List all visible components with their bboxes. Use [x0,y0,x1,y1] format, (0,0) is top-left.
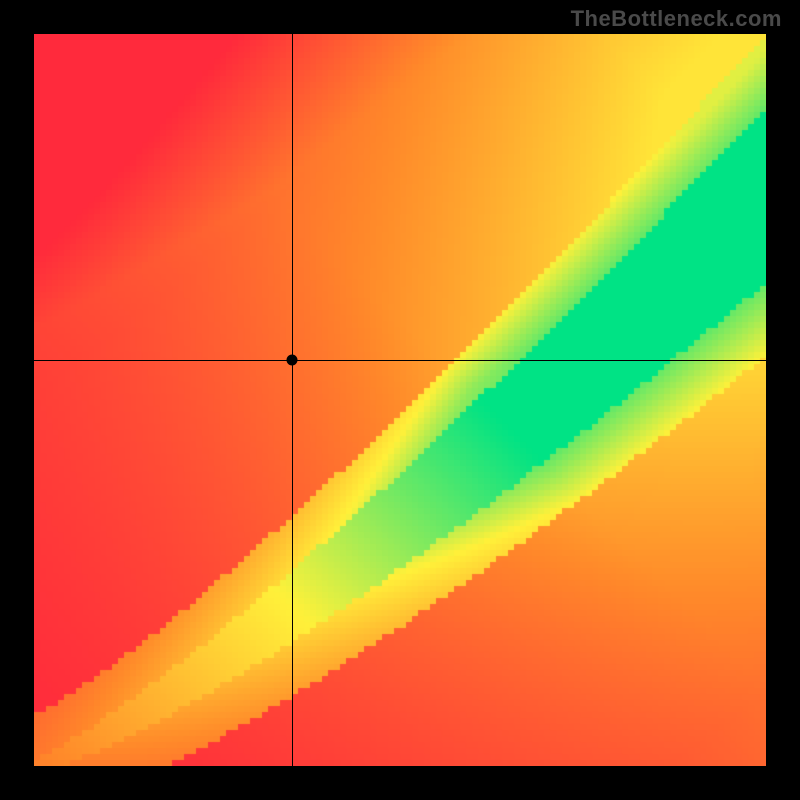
crosshair-vertical [292,34,293,766]
heatmap-canvas [34,34,766,766]
watermark-text: TheBottleneck.com [571,6,782,32]
crosshair-horizontal [34,360,766,361]
crosshair-marker-dot [287,354,298,365]
bottleneck-heatmap [34,34,766,766]
